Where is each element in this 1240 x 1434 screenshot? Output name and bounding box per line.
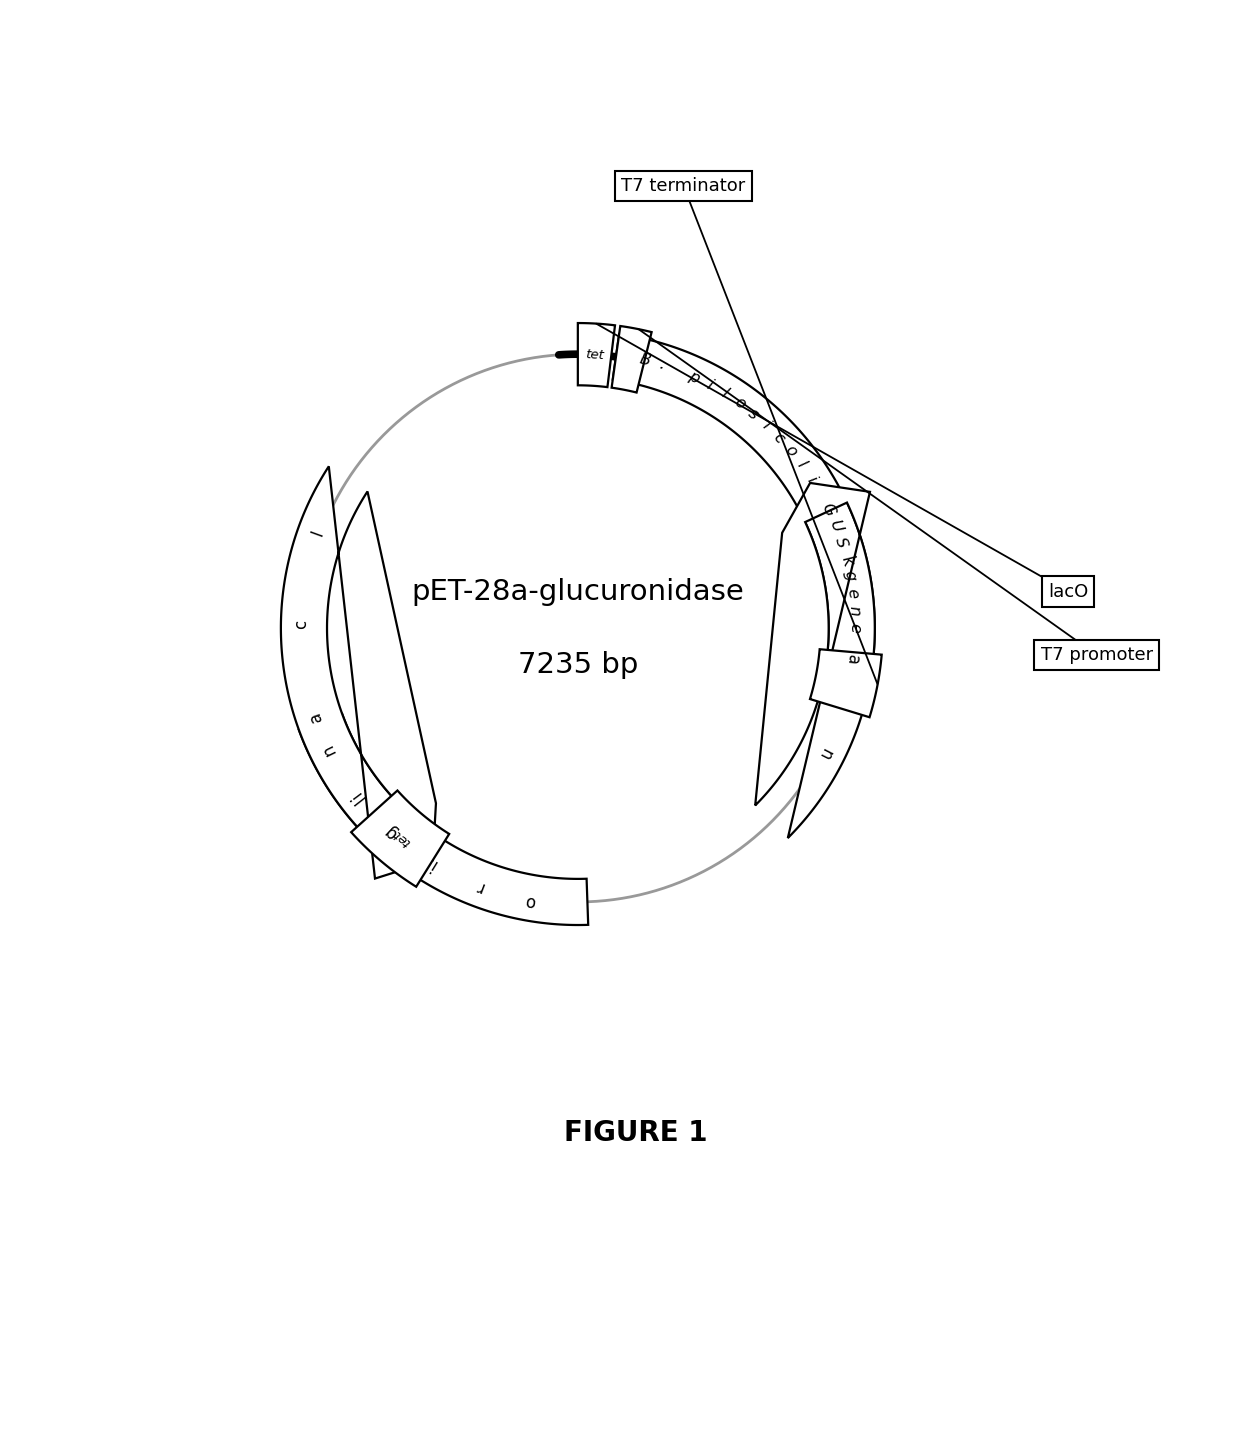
Text: g: g xyxy=(381,822,402,843)
Text: i: i xyxy=(760,419,774,433)
Text: i: i xyxy=(704,377,715,393)
Text: e: e xyxy=(847,624,862,632)
Polygon shape xyxy=(578,323,615,387)
Text: tet: tet xyxy=(391,827,413,849)
Text: a: a xyxy=(843,654,862,665)
Text: G: G xyxy=(818,500,837,519)
Text: s: s xyxy=(745,406,761,423)
Text: l: l xyxy=(351,792,368,806)
Polygon shape xyxy=(351,790,449,886)
Text: pET-28a-glucuronidase: pET-28a-glucuronidase xyxy=(412,578,744,605)
Text: FIGURE 1: FIGURE 1 xyxy=(564,1119,707,1147)
Polygon shape xyxy=(755,483,874,837)
Text: I: I xyxy=(309,528,327,539)
Text: S: S xyxy=(832,535,849,549)
Polygon shape xyxy=(299,714,588,925)
Polygon shape xyxy=(281,466,436,879)
Text: n: n xyxy=(813,744,835,763)
Text: .: . xyxy=(657,357,666,373)
Text: o: o xyxy=(732,394,748,413)
Text: c: c xyxy=(293,619,310,630)
Text: l: l xyxy=(719,386,730,402)
Text: n: n xyxy=(319,741,340,759)
Text: g: g xyxy=(841,569,858,582)
Text: T7 terminator: T7 terminator xyxy=(621,176,745,195)
Text: p: p xyxy=(687,369,702,386)
Text: lacO: lacO xyxy=(1048,582,1087,601)
Text: i: i xyxy=(427,855,439,873)
Text: n: n xyxy=(846,605,862,617)
Text: U: U xyxy=(826,518,844,533)
Polygon shape xyxy=(611,326,652,393)
Text: tet: tet xyxy=(585,347,604,361)
Text: o: o xyxy=(781,442,800,459)
Polygon shape xyxy=(613,334,874,660)
Text: o: o xyxy=(523,891,537,911)
Text: B: B xyxy=(637,351,652,369)
Text: i: i xyxy=(804,473,818,485)
Text: a: a xyxy=(305,708,326,724)
Text: 7235 bp: 7235 bp xyxy=(517,651,639,678)
Text: i: i xyxy=(347,787,365,802)
Text: c: c xyxy=(770,429,787,446)
Text: l: l xyxy=(794,459,808,470)
Text: r: r xyxy=(474,878,486,896)
Polygon shape xyxy=(810,650,882,717)
Text: e: e xyxy=(844,588,861,599)
Text: k: k xyxy=(837,554,857,568)
Text: T7 promoter: T7 promoter xyxy=(1040,645,1153,664)
